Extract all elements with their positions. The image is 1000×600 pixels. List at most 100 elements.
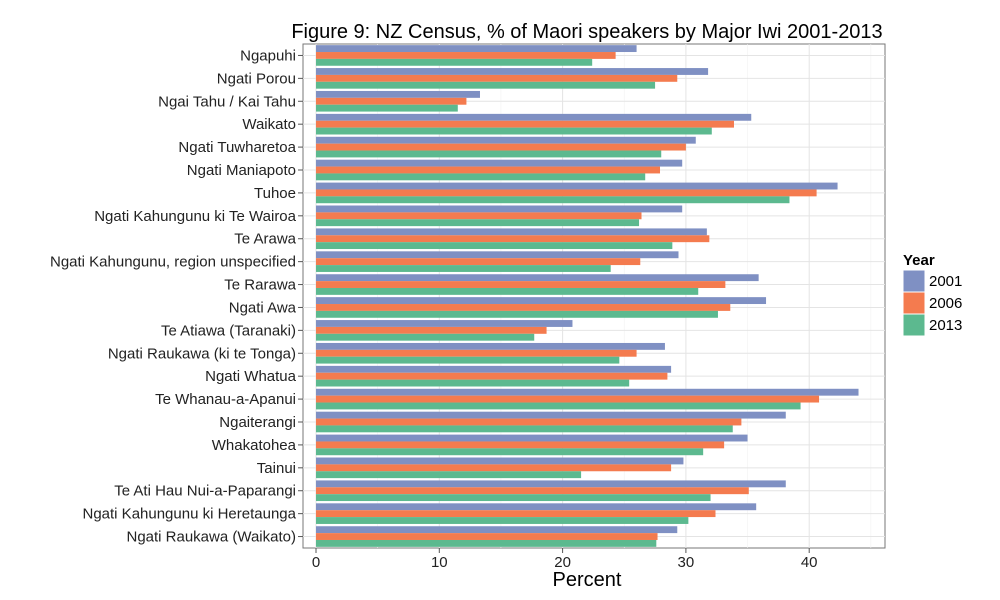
bar-2013 [316, 448, 704, 456]
bar-2013 [316, 517, 689, 524]
bar-2013 [316, 196, 790, 204]
bar-2001 [316, 45, 637, 53]
x-tick-label: 10 [431, 554, 448, 571]
bar-2013 [316, 150, 662, 158]
y-tick-label: Ngati Kahungunu ki Heretaunga [83, 506, 297, 523]
y-tick-label: Ngati Awa [229, 299, 297, 316]
legend-label-2006: 2006 [929, 295, 962, 312]
y-tick-label: Tuhoe [254, 185, 296, 202]
bar-2001 [316, 68, 709, 75]
legend-label-2001: 2001 [929, 273, 962, 290]
bar-2013 [316, 356, 620, 364]
bar-2001 [316, 434, 748, 442]
bar-2013 [316, 127, 712, 135]
bar-2001 [316, 274, 759, 282]
bar-2013 [316, 379, 630, 387]
bar-2001 [316, 205, 683, 213]
bar-2013 [316, 104, 458, 112]
bar-2013 [316, 539, 657, 547]
bar-2006 [316, 97, 467, 105]
bar-2013 [316, 219, 640, 227]
legend-title: Year [903, 252, 935, 269]
bar-2006 [316, 441, 725, 449]
bar-2006 [316, 372, 668, 380]
bar-2001 [316, 113, 752, 121]
bar-2001 [316, 136, 696, 144]
bar-2006 [316, 326, 547, 334]
bar-2006 [316, 349, 637, 357]
bar-2006 [316, 235, 710, 243]
bar-2001 [316, 503, 757, 511]
bar-2013 [316, 494, 711, 502]
y-tick-label: Whakatohea [212, 437, 297, 454]
bar-2001 [316, 526, 678, 534]
bar-2001 [316, 365, 672, 373]
y-tick-label: Ngati Raukawa (ki te Tonga) [108, 345, 296, 362]
bar-2006 [316, 74, 678, 82]
y-tick-label: Ngati Porou [217, 70, 296, 87]
bar-2006 [316, 510, 716, 518]
y-tick-label: Te Arawa [234, 231, 296, 248]
y-tick-label: Ngati Whatua [205, 368, 297, 385]
y-tick-label: Ngai Tahu / Kai Tahu [158, 93, 296, 110]
y-tick-label: Te Whanau-a-Apanui [155, 391, 296, 408]
y-tick-label: Tainui [257, 460, 296, 477]
y-tick-label: Ngati Kahungunu, region unspecified [50, 254, 296, 271]
bar-2001 [316, 457, 684, 465]
y-axis-tick-labels: Ngapuhi Ngati Porou Ngai Tahu / Kai Tahu Wa… [50, 47, 303, 546]
legend-swatch-2001 [902, 269, 926, 293]
legend: Year 2001 2006 2013 [902, 252, 962, 337]
bar-2006 [316, 258, 641, 266]
bar-2013 [316, 333, 535, 341]
bar-2006 [316, 212, 642, 220]
bar-2013 [316, 58, 593, 66]
x-axis-label: Percent [553, 569, 622, 591]
bar-2001 [316, 159, 683, 167]
legend-label-2013: 2013 [929, 317, 962, 334]
y-tick-label: Ngati Kahungunu ki Te Wairoa [94, 208, 296, 225]
y-tick-label: Te Rarawa [224, 277, 296, 294]
x-tick-label: 0 [312, 554, 320, 571]
bar-2006 [316, 143, 686, 151]
bar-2006 [316, 189, 817, 197]
legend-swatch-2006 [902, 291, 926, 315]
bar-2013 [316, 402, 801, 410]
bar-2006 [316, 52, 616, 59]
bar-2006 [316, 395, 820, 403]
x-tick-label: 20 [554, 554, 571, 571]
y-tick-label: Ngapuhi [240, 47, 296, 64]
x-axis-tick-labels: 0 10 20 30 40 [312, 548, 818, 571]
y-tick-label: Ngati Raukawa (Waikato) [126, 529, 296, 546]
bar-2001 [316, 411, 786, 419]
bar-2001 [316, 297, 767, 305]
bar-2001 [316, 342, 665, 350]
bar-2001 [316, 90, 480, 98]
bar-2006 [316, 166, 661, 174]
x-tick-label: 30 [678, 554, 695, 571]
y-tick-label: Te Ati Hau Nui-a-Paparangi [114, 483, 296, 500]
bar-2013 [316, 471, 582, 479]
bars [316, 45, 859, 547]
bar-2006 [316, 418, 742, 426]
bar-2001 [316, 182, 838, 190]
bar-2013 [316, 173, 646, 181]
bar-2013 [316, 425, 733, 433]
bar-2006 [316, 120, 734, 128]
bar-2001 [316, 251, 679, 259]
bar-2013 [316, 310, 718, 318]
bar-2006 [316, 464, 672, 472]
bar-2006 [316, 281, 726, 288]
y-tick-label: Ngaiterangi [219, 414, 296, 431]
y-tick-label: Waikato [242, 116, 296, 133]
bar-2013 [316, 287, 699, 295]
bar-2001 [316, 388, 859, 396]
y-tick-label: Ngati Tuwharetoa [178, 139, 296, 156]
y-tick-label: Te Atiawa (Taranaki) [161, 322, 296, 339]
bar-2013 [316, 265, 611, 272]
bar-2006 [316, 487, 749, 495]
chart-title: Figure 9: NZ Census, % of Maori speakers… [291, 21, 882, 43]
bar-2001 [316, 228, 707, 236]
bar-2013 [316, 81, 656, 89]
y-tick-label: Ngati Maniapoto [187, 162, 296, 179]
